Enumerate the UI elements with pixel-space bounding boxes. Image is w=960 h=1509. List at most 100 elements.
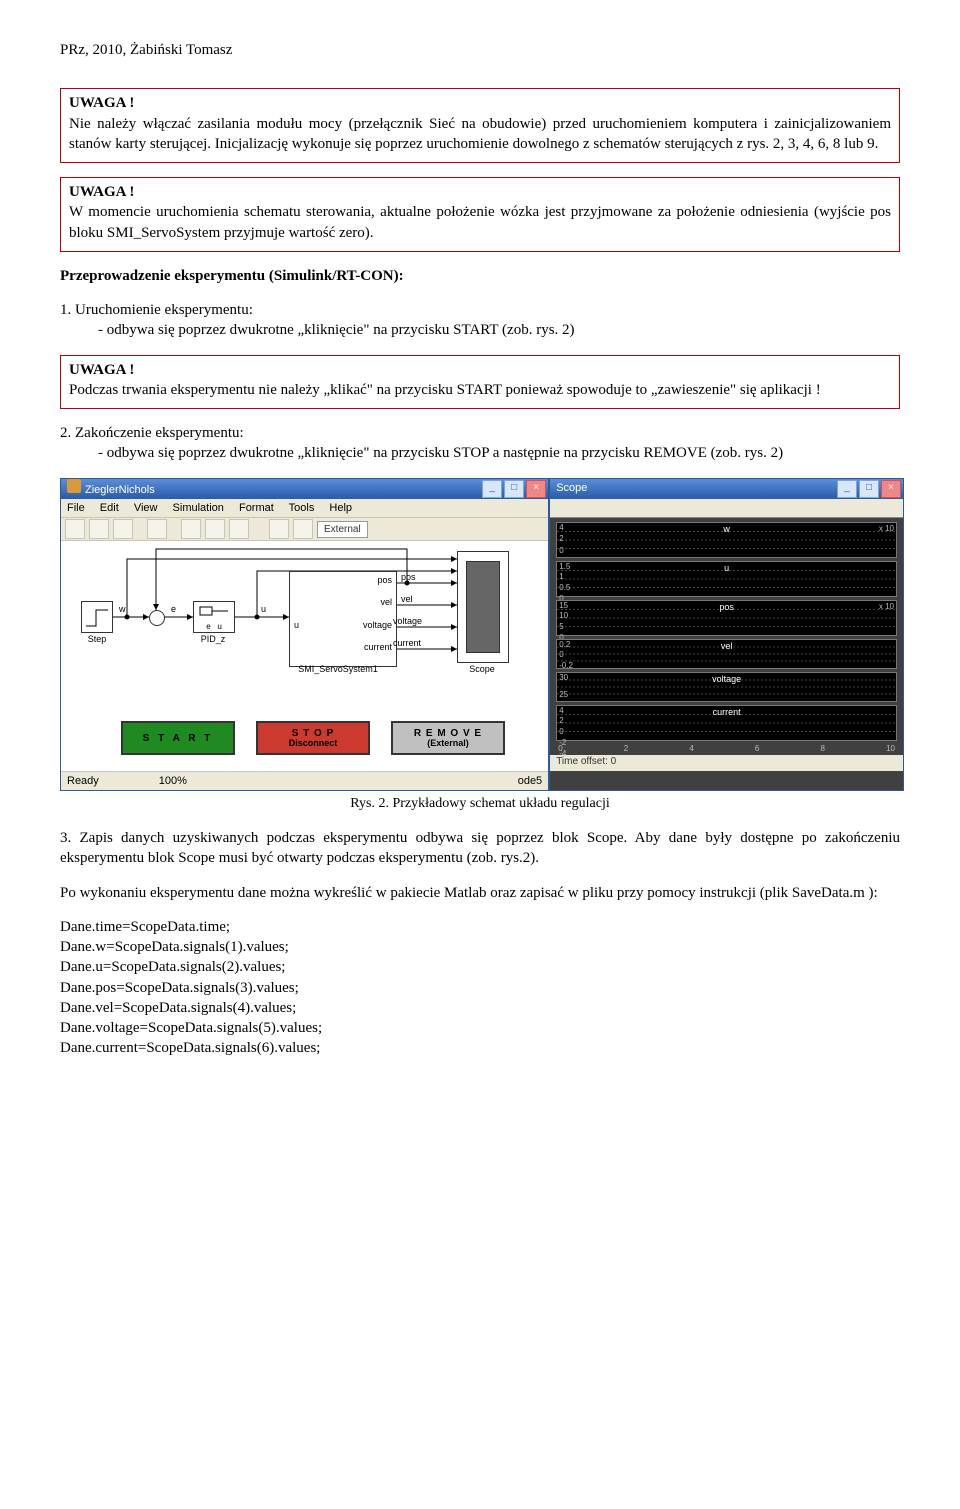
scope-strip-vel: vel0.20-0.2 — [556, 639, 897, 669]
simulink-canvas[interactable]: Step e u PID_z pos vel uvoltage current … — [61, 541, 548, 771]
simulink-title: ZieglerNichols — [85, 484, 155, 496]
tool-open-icon[interactable] — [89, 519, 109, 539]
minimize-button[interactable]: _ — [482, 480, 502, 498]
tool-cut-icon[interactable] — [181, 519, 201, 539]
stop-button[interactable]: S T O P Disconnect — [256, 721, 370, 755]
tool-run-icon[interactable] — [269, 519, 289, 539]
menu-format[interactable]: Format — [239, 502, 274, 514]
port-voltage: voltage — [363, 619, 392, 631]
scope-strip-w: w 420 x 10 — [556, 522, 897, 558]
code-line: Dane.w=ScopeData.signals(1).values; — [60, 937, 900, 957]
scope-yticks: 420 — [559, 523, 563, 557]
maximize-button[interactable]: □ — [504, 480, 524, 498]
start-button[interactable]: S T A R T — [121, 721, 235, 755]
paragraph-scope-save: 3. Zapis danych uzyskiwanych podczas eks… — [60, 828, 900, 869]
menu-edit[interactable]: Edit — [100, 502, 119, 514]
scope-yticks: 0.20-0.2 — [559, 640, 573, 668]
scope-x-scale-label: x 10 — [879, 602, 894, 611]
sim-mode-select[interactable]: External — [317, 521, 368, 539]
tool-paste-icon[interactable] — [229, 519, 249, 539]
tool-copy-icon[interactable] — [205, 519, 225, 539]
remove-button-line2: (External) — [427, 739, 469, 749]
port-vel: vel — [294, 596, 392, 608]
simulink-menubar[interactable]: File Edit View Simulation Format Tools H… — [61, 499, 548, 519]
status-ready: Ready — [67, 774, 99, 789]
warning-title: UWAGA ! — [69, 362, 134, 378]
warning-title: UWAGA ! — [69, 184, 134, 200]
close-button[interactable]: × — [881, 480, 901, 498]
simulink-toolbar[interactable]: External — [61, 518, 548, 541]
scope-strip-label: pos — [719, 602, 734, 612]
menu-file[interactable]: File — [67, 502, 85, 514]
tool-print-icon[interactable] — [147, 519, 167, 539]
simulink-titlebar[interactable]: ZieglerNichols _ □ × — [61, 479, 548, 499]
menu-tools[interactable]: Tools — [289, 502, 315, 514]
code-line: Dane.u=ScopeData.signals(2).values; — [60, 957, 900, 977]
code-block: Dane.time=ScopeData.time;Dane.w=ScopeDat… — [60, 917, 900, 1059]
remove-button[interactable]: R E M O V E (External) — [391, 721, 505, 755]
step-2: 2. Zakończenie eksperymentu: - odbywa si… — [60, 423, 900, 464]
figure-caption: Rys. 2. Przykładowy schemat układu regul… — [60, 795, 900, 814]
warning-title: UWAGA ! — [69, 95, 134, 111]
scope-body: w420x 10u1.510.50pos151050x 10vel0.20-0.… — [550, 518, 903, 755]
siglabel-current: current — [393, 637, 421, 649]
code-line: Dane.vel=ScopeData.signals(4).values; — [60, 998, 900, 1018]
step-2-title: 2. Zakończenie eksperymentu: — [60, 425, 244, 441]
siglabel-e: e — [171, 603, 176, 615]
tool-new-icon[interactable] — [65, 519, 85, 539]
maximize-button[interactable]: □ — [859, 480, 879, 498]
scope-strip-label: voltage — [712, 674, 741, 684]
siglabel-vel: vel — [401, 593, 413, 605]
scope-toolbar[interactable] — [550, 499, 903, 518]
warning-box-1: UWAGA ! Nie należy włączać zasilania mod… — [60, 88, 900, 163]
simulink-window: ZieglerNichols _ □ × File Edit View Simu… — [60, 478, 549, 792]
scope-titlebar[interactable]: Scope _ □ × — [550, 479, 903, 499]
menu-help[interactable]: Help — [329, 502, 352, 514]
menu-view[interactable]: View — [134, 502, 158, 514]
scope-title: Scope — [556, 482, 587, 494]
sum-block[interactable] — [149, 610, 165, 626]
scope-yticks: 1.510.50 — [559, 562, 570, 596]
scope-block[interactable] — [457, 551, 509, 663]
tool-stop-icon[interactable] — [293, 519, 313, 539]
code-line: Dane.pos=ScopeData.signals(3).values; — [60, 978, 900, 998]
simulink-statusbar: Ready 100% ode5 — [61, 771, 548, 790]
close-button[interactable]: × — [526, 480, 546, 498]
warning-text: Podczas trwania eksperymentu nie należy … — [69, 382, 821, 398]
step-2-detail: - odbywa się poprzez dwukrotne „kliknięc… — [60, 443, 783, 463]
siglabel-pos: pos — [401, 571, 416, 583]
tool-save-icon[interactable] — [113, 519, 133, 539]
step-1-title: 1. Uruchomienie eksperymentu: — [60, 302, 253, 318]
scope-xticks: 0246810 — [556, 744, 897, 753]
minimize-button[interactable]: _ — [837, 480, 857, 498]
code-line: Dane.voltage=ScopeData.signals(5).values… — [60, 1018, 900, 1038]
code-line: Dane.time=ScopeData.time; — [60, 917, 900, 937]
port-u: u — [294, 619, 299, 631]
stop-button-line2: Disconnect — [289, 739, 338, 749]
scope-strip-label: current — [713, 707, 741, 717]
warning-text: Nie należy włączać zasilania modułu mocy… — [69, 116, 891, 152]
step-1: 1. Uruchomienie eksperymentu: - odbywa s… — [60, 300, 900, 341]
servo-block[interactable]: pos vel u voltage current — [289, 571, 397, 667]
scope-strip-u: u1.510.50 — [556, 561, 897, 597]
warning-box-2: UWAGA ! W momencie uruchomienia schematu… — [60, 177, 900, 252]
step-block[interactable] — [81, 601, 113, 633]
servo-block-label: SMI_ServoSystem1 — [271, 663, 405, 675]
figure-2: ZieglerNichols _ □ × File Edit View Simu… — [60, 478, 900, 792]
pid-block[interactable]: e u — [193, 601, 235, 633]
section-heading: Przeprowadzenie eksperymentu (Simulink/R… — [60, 266, 900, 286]
port-current: current — [294, 641, 392, 653]
warning-text: W momencie uruchomienia schematu sterowa… — [69, 204, 891, 240]
scope-statusbar: Time offset: 0 — [550, 755, 903, 771]
pid-block-label: PID_z — [191, 633, 235, 645]
paragraph-savedata: Po wykonaniu eksperymentu dane można wyk… — [60, 883, 900, 903]
step-block-label: Step — [79, 633, 115, 645]
menu-simulation[interactable]: Simulation — [173, 502, 224, 514]
status-solver: ode5 — [518, 774, 542, 789]
warning-box-3: UWAGA ! Podczas trwania eksperymentu nie… — [60, 355, 900, 410]
scope-yticks: 3025 — [559, 673, 568, 701]
siglabel-u: u — [261, 603, 266, 615]
port-pos: pos — [294, 574, 392, 586]
scope-strip-label: w — [723, 524, 730, 534]
scope-x-scale-label: x 10 — [879, 524, 894, 533]
